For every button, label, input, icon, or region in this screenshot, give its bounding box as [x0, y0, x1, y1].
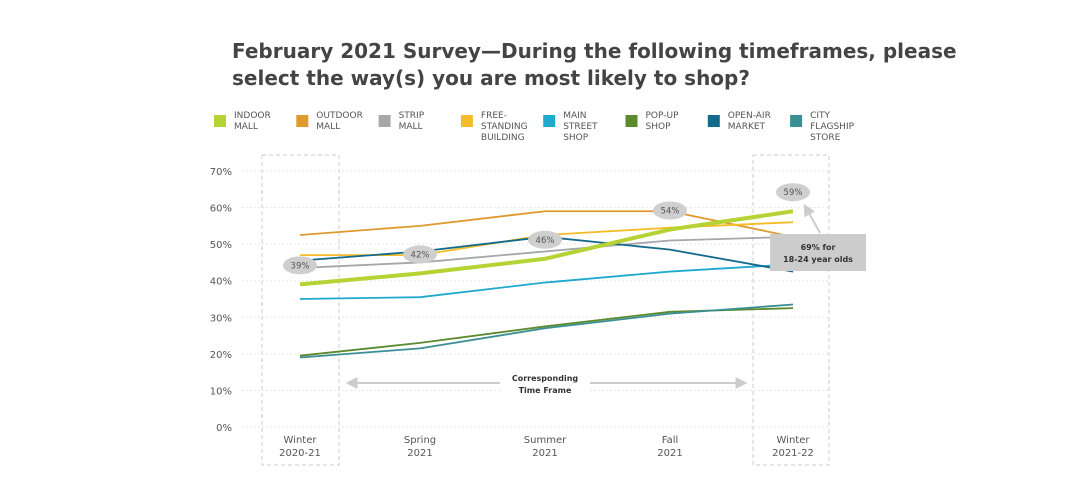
- series-line: [299, 303, 794, 359]
- callout-arrow: [803, 203, 821, 234]
- legend-label: OUTDOOR MALL: [316, 111, 363, 132]
- legend-swatch: [543, 115, 556, 127]
- legend-swatch: [214, 115, 226, 127]
- callout-box: [770, 234, 866, 271]
- y-tick-label: 10%: [210, 386, 232, 397]
- value-label: 39%: [291, 261, 310, 271]
- y-tick-label: 40%: [210, 277, 232, 288]
- value-label: 59%: [784, 188, 803, 198]
- legend-label: POP-UP SHOP: [646, 111, 680, 132]
- y-tick-label: 70%: [210, 167, 232, 178]
- legend-swatch: [296, 115, 309, 127]
- highlight-box: [261, 154, 340, 466]
- label-bg: [500, 371, 590, 395]
- series-line: [299, 235, 794, 269]
- x-tick-label: Summer 2021: [524, 435, 567, 459]
- legend-label: INDOOR MALL: [234, 111, 271, 132]
- time-frame-label: Corresponding Time Frame: [512, 374, 579, 395]
- y-tick-label: 20%: [210, 350, 232, 361]
- legend-label: OPEN-AIR MARKET: [728, 111, 771, 132]
- highlight-box: [752, 154, 830, 466]
- callout-label: 69% for 18-24 year olds: [783, 243, 853, 264]
- series-line: [299, 263, 794, 300]
- x-tick-label: Winter 2021-22: [772, 435, 814, 459]
- legend-label: FREE-STANDING BUILDING: [481, 111, 528, 143]
- value-label: 42%: [411, 250, 430, 260]
- value-label-bg: [653, 201, 687, 220]
- value-label-bg: [528, 230, 562, 249]
- legend-label: MAIN STREET SHOP: [563, 111, 598, 143]
- x-tick-label: Fall 2021: [657, 435, 682, 459]
- y-tick-label: 30%: [210, 313, 232, 324]
- value-label-bg: [403, 245, 437, 264]
- legend-swatch: [378, 115, 391, 127]
- legend-swatch: [707, 115, 720, 127]
- x-tick-label: Winter 2020-21: [279, 435, 321, 459]
- chart-title: February 2021 Survey—During the followin…: [232, 39, 957, 90]
- value-label: 46%: [536, 236, 555, 246]
- legend-swatch: [460, 115, 473, 127]
- y-tick-label: 60%: [210, 204, 232, 215]
- value-label-bg: [776, 183, 810, 202]
- legend-swatch: [625, 115, 638, 127]
- series-line: [299, 210, 794, 238]
- y-tick-label: 50%: [210, 240, 232, 251]
- value-label: 54%: [661, 207, 680, 217]
- series-line: [299, 307, 794, 357]
- x-tick-label: Spring 2021: [404, 435, 436, 459]
- series-line: [299, 209, 794, 287]
- value-label-bg: [283, 256, 317, 275]
- legend-label: STRIP MALL: [399, 111, 425, 132]
- legend-swatch: [790, 115, 803, 127]
- legend-label: CITY FLAGSHIP STORE: [810, 111, 855, 143]
- y-tick-label: 0%: [216, 423, 232, 434]
